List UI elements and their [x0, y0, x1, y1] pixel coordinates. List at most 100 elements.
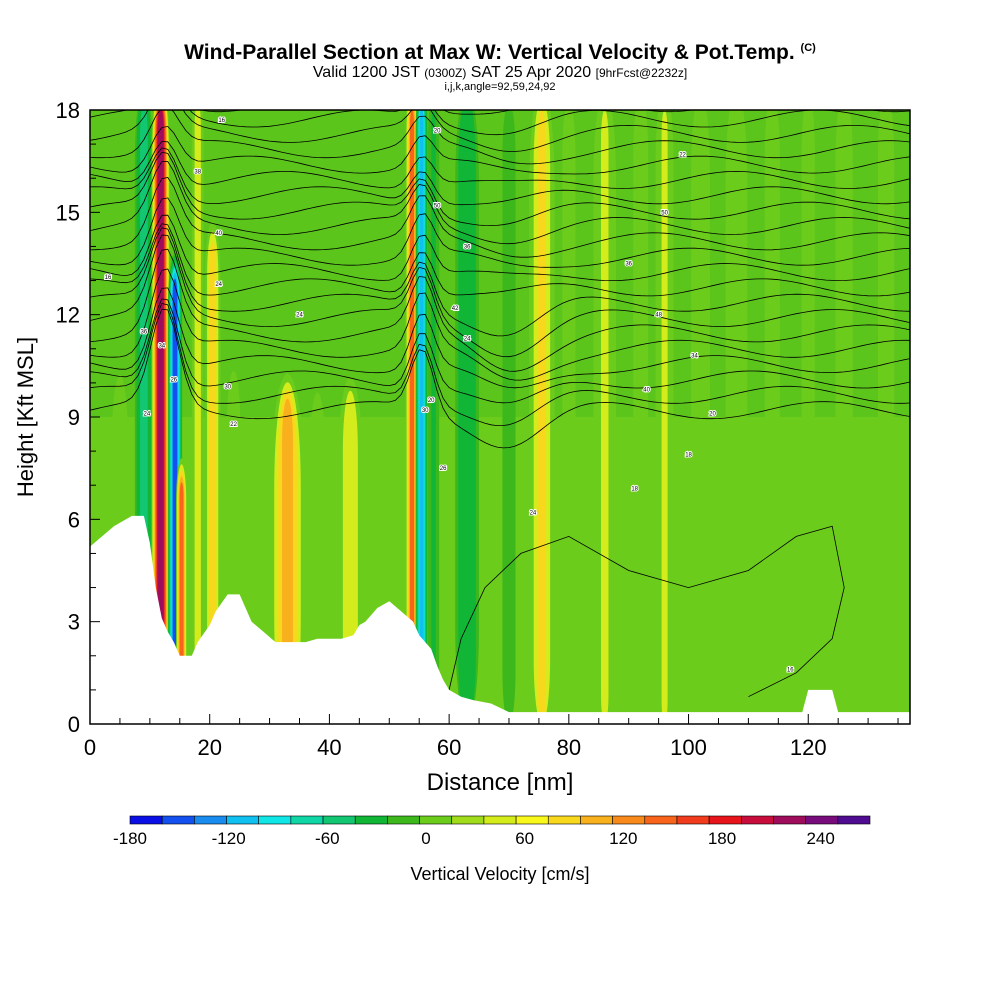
colorbar-segment: [290, 815, 324, 825]
colorbar: -180 -120 -60 0 60 120 180 240: [113, 815, 871, 848]
chart-title-tag: (C): [800, 42, 816, 54]
terrain: [90, 515, 910, 724]
velocity-band: [562, 110, 576, 724]
colorbar-segment: [161, 815, 195, 825]
theta-contour: [90, 126, 910, 175]
velocity-band-level: [661, 110, 668, 724]
colorbar-segment: [194, 815, 227, 825]
chart-subtitle-indices: i,j,k,angle=92,59,24,92: [444, 81, 556, 93]
terrain-area: [90, 515, 910, 724]
theta-contour: [90, 234, 910, 358]
velocity-band-level: [877, 110, 895, 724]
contour-label: 20: [434, 128, 441, 134]
theta-contour: [90, 110, 910, 152]
y-tick-label: 3: [68, 610, 80, 635]
contour-labels: 16 38 40 24 16 36 34 26 24 30 22 24 20 50 36 42 24 20 30 26…: [104, 117, 796, 674]
x-tick-label: 20: [197, 735, 221, 760]
velocity-band: [801, 110, 815, 724]
theta-contour: [90, 303, 910, 426]
theta-contour: [90, 151, 910, 227]
velocity-band-level: [562, 110, 576, 724]
contour-label: 18: [685, 453, 692, 459]
velocity-band-level: [633, 110, 649, 724]
contour-label: 30: [224, 384, 231, 390]
theta-contour: [90, 197, 910, 268]
colorbar-tick-label: 60: [515, 829, 534, 848]
contour-label: 36: [464, 244, 471, 250]
theta-contour: [90, 227, 910, 337]
x-tick-label: 120: [790, 735, 827, 760]
velocity-band: [633, 110, 649, 724]
colorbar-segment: [676, 815, 710, 825]
velocity-band: [405, 110, 419, 724]
colorbar-segment: [515, 815, 549, 825]
velocity-band: [427, 110, 440, 724]
chart-title: Wind-Parallel Section at Max W: Vertical…: [0, 36, 1000, 65]
velocity-band-level: [419, 110, 424, 724]
theta-contour: [90, 287, 910, 389]
y-tick-label: 12: [56, 303, 80, 328]
x-axis: 0 20 40 60 80 100 120: [84, 714, 899, 760]
colorbar-segment: [805, 815, 839, 825]
theta-contour: [90, 110, 910, 136]
contour-label: 42: [452, 306, 459, 312]
theta-contour: [200, 110, 910, 115]
colorbar-tick-label: -60: [315, 829, 340, 848]
chart-title-text: Wind-Parallel Section at Max W: Vertical…: [184, 41, 795, 64]
y-tick-label: 6: [68, 507, 80, 532]
contour-label: 24: [144, 412, 151, 418]
contour-label: 22: [230, 422, 237, 428]
subtitle-date: SAT 25 Apr 2020: [470, 64, 592, 81]
velocity-band-level: [764, 110, 780, 724]
subtitle-valid-time: Valid 1200 JST: [312, 64, 420, 81]
y-tick-label: 18: [56, 98, 80, 123]
velocity-band: [455, 110, 479, 724]
velocity-band-level: [502, 110, 516, 724]
contour-label: 20: [709, 412, 716, 418]
colorbar-segment: [708, 815, 742, 825]
title-block: Wind-Parallel Section at Max W: Vertical…: [0, 36, 1000, 94]
x-tick-label: 100: [670, 735, 707, 760]
velocity-band-level: [158, 110, 164, 724]
contour-label: 16: [787, 667, 794, 673]
theta-contour: [90, 177, 910, 258]
velocity-band: [835, 110, 853, 724]
theta-contour: [90, 147, 910, 206]
colorbar-segment: [258, 815, 292, 825]
theta-contours: [90, 110, 910, 698]
theta-contour: [448, 525, 845, 698]
velocity-band-level: [725, 110, 748, 724]
velocity-band: [529, 110, 555, 724]
colorbar-segment: [419, 815, 453, 825]
contour-label: 30: [422, 408, 429, 414]
velocity-band: [725, 110, 748, 724]
colorbar-segment: [354, 815, 388, 825]
contour-label: 22: [679, 152, 686, 158]
velocity-band: [191, 110, 204, 724]
y-tick-label: 0: [68, 712, 80, 737]
contour-label: 40: [643, 388, 650, 394]
theta-contour: [90, 161, 910, 245]
contour-label: 16: [218, 118, 225, 124]
contour-label: 38: [194, 169, 201, 175]
y-tick-label: 15: [56, 200, 80, 225]
theta-contour: [90, 223, 910, 297]
contour-label: 40: [215, 231, 222, 237]
contour-label: 18: [631, 487, 638, 493]
velocity-band-level: [601, 110, 609, 724]
subtitle-utc-time: (0300Z): [424, 66, 467, 80]
x-axis-label: Distance [nm]: [427, 769, 574, 796]
velocity-band-level: [801, 110, 815, 724]
contour-label: 34: [691, 354, 698, 360]
colorbar-label: Vertical Velocity [cm/s]: [410, 864, 590, 884]
colorbar-segment: [612, 815, 646, 825]
contour-label: 26: [440, 466, 447, 472]
colorbar-segment: [644, 815, 678, 825]
subtitle-forecast: [9hrFcst@2232z]: [595, 66, 688, 80]
contour-label: 50: [434, 204, 441, 210]
velocity-band: [655, 110, 674, 724]
velocity-band: [691, 110, 710, 724]
contour-label: 48: [655, 313, 662, 319]
colorbar-segment: [837, 815, 871, 825]
colorbar-tick-label: 120: [609, 829, 637, 848]
